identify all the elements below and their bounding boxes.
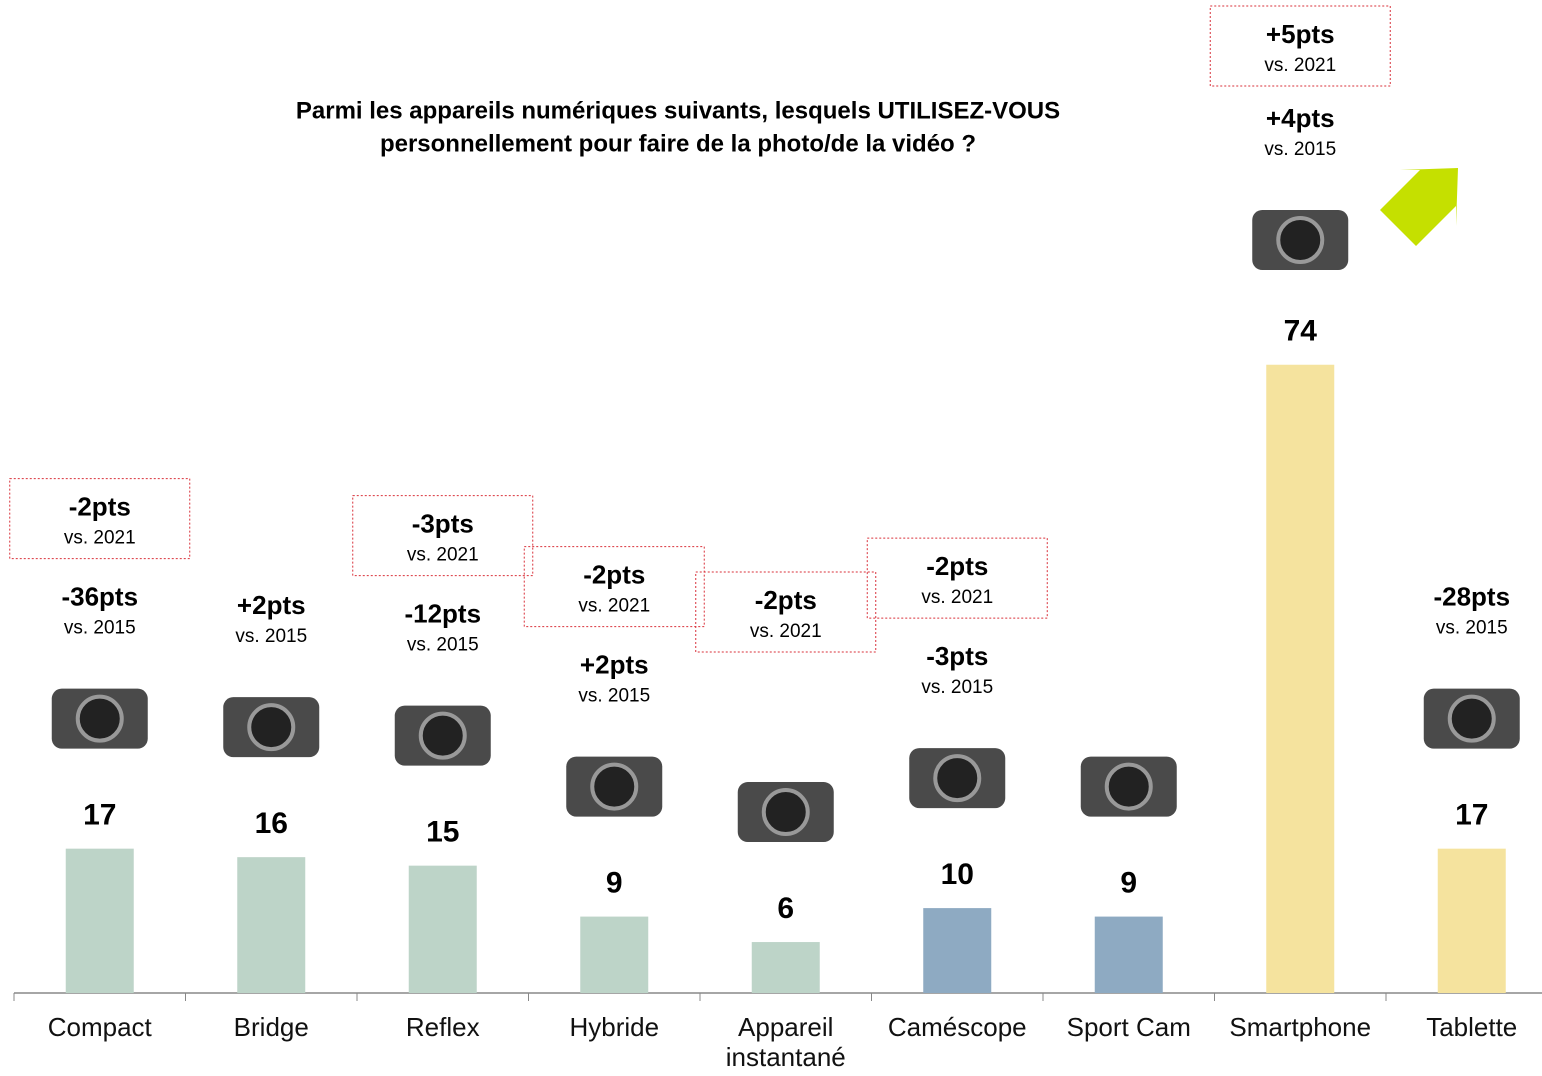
x-tick-label: Hybride xyxy=(529,1012,699,1042)
change-2015-note: vs. 2015 xyxy=(235,626,307,647)
change-2015: +2pts xyxy=(237,590,306,620)
change-2021: -2pts xyxy=(583,559,645,589)
change-2015-note: vs. 2015 xyxy=(921,677,993,698)
change-2021: -3pts xyxy=(412,509,474,539)
change-2021: +5pts xyxy=(1266,19,1335,49)
value-label: 15 xyxy=(426,816,459,849)
bar xyxy=(409,866,477,993)
change-2021-note: vs. 2021 xyxy=(407,545,479,566)
change-2015-note: vs. 2015 xyxy=(1264,139,1336,160)
value-label: 6 xyxy=(777,892,794,925)
device-icon-lens xyxy=(1450,697,1494,741)
bar xyxy=(1438,849,1506,993)
change-2015: -36pts xyxy=(61,582,138,612)
value-label: 74 xyxy=(1284,315,1318,348)
change-2021-note: vs. 2021 xyxy=(921,587,993,608)
x-tick-label: Compact xyxy=(15,1012,185,1042)
change-2015: +4pts xyxy=(1266,103,1335,133)
change-2021: -2pts xyxy=(69,492,131,522)
change-2015-note: vs. 2015 xyxy=(1436,618,1508,639)
x-tick-label: Bridge xyxy=(186,1012,356,1042)
change-2015: -12pts xyxy=(404,599,481,629)
change-2021-note: vs. 2021 xyxy=(578,596,650,617)
device-icon-lens xyxy=(78,697,122,741)
device-icon-lens xyxy=(1278,218,1322,262)
value-label: 10 xyxy=(941,858,974,891)
chart-title: personnellement pour faire de la photo/d… xyxy=(380,130,976,157)
bar xyxy=(580,917,648,993)
device-icon-lens xyxy=(421,714,465,758)
chart-title: Parmi les appareils numériques suivants,… xyxy=(296,97,1060,124)
chart-svg: Parmi les appareils numériques suivants,… xyxy=(0,0,1542,1076)
device-icon-lens xyxy=(764,790,808,834)
change-2015: -28pts xyxy=(1433,582,1510,612)
bar xyxy=(237,857,305,993)
value-label: 9 xyxy=(1120,867,1137,900)
value-label: 9 xyxy=(606,867,623,900)
x-tick-label: Sport Cam xyxy=(1044,1012,1214,1042)
change-2015: +2pts xyxy=(580,649,649,679)
change-2015: -3pts xyxy=(926,641,988,671)
change-2021-note: vs. 2021 xyxy=(64,528,136,549)
x-tick-label: Reflex xyxy=(358,1012,528,1042)
device-icon-lens xyxy=(592,765,636,809)
x-tick-label: Smartphone xyxy=(1215,1012,1385,1042)
change-2015-note: vs. 2015 xyxy=(407,635,479,656)
change-2021-note: vs. 2021 xyxy=(750,621,822,642)
bar xyxy=(1266,365,1334,993)
x-tick-label: Tablette xyxy=(1387,1012,1542,1042)
change-2021: -2pts xyxy=(926,551,988,581)
chart: Parmi les appareils numériques suivants,… xyxy=(0,0,1542,1076)
change-2015-note: vs. 2015 xyxy=(578,686,650,707)
value-label: 16 xyxy=(255,807,288,840)
bar xyxy=(752,942,820,993)
value-label: 17 xyxy=(1455,799,1488,832)
x-tick-label: Appareil instantané xyxy=(701,1012,871,1072)
change-2015-note: vs. 2015 xyxy=(64,618,136,639)
device-icon-lens xyxy=(1107,765,1151,809)
device-icon-lens xyxy=(249,705,293,749)
x-tick-label: Caméscope xyxy=(872,1012,1042,1042)
bar xyxy=(923,908,991,993)
change-2021: -2pts xyxy=(755,585,817,615)
bar xyxy=(66,849,134,993)
bar xyxy=(1095,917,1163,993)
change-2021-note: vs. 2021 xyxy=(1264,55,1336,76)
value-label: 17 xyxy=(83,799,116,832)
device-icon-lens xyxy=(935,756,979,800)
up-arrow xyxy=(1380,168,1458,246)
